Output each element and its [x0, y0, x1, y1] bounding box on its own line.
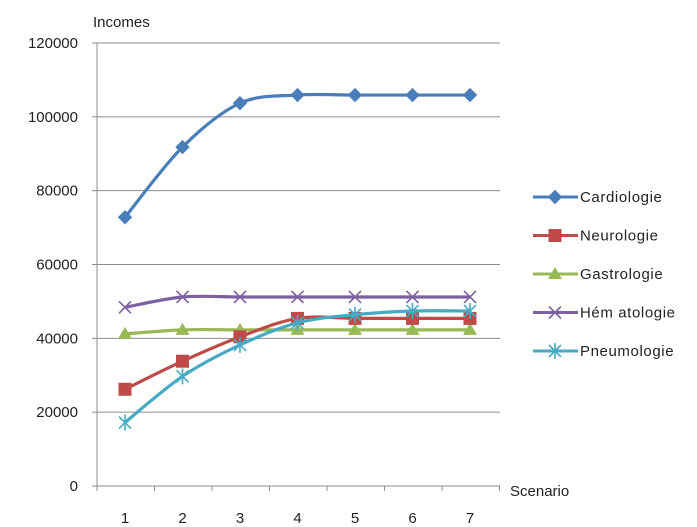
legend-label: Pneumologie: [580, 343, 674, 360]
series-pneumologie: [118, 303, 477, 431]
data-point: [118, 414, 132, 431]
x-tick-label: 5: [351, 510, 359, 527]
x-axis-label: Scenario: [510, 483, 569, 500]
series-lines: [117, 87, 478, 431]
y-tick-label: 80000: [36, 183, 78, 200]
data-point: [290, 314, 305, 331]
x-tick-label: 4: [293, 510, 301, 527]
data-point: [232, 95, 248, 111]
y-tick-label: 60000: [36, 257, 78, 274]
data-point: [175, 322, 190, 335]
legend-item-cardiologie: Cardiologie: [533, 189, 662, 206]
data-point: [175, 368, 190, 385]
legend-item-h-m-atologie: Hém atologie: [533, 305, 676, 322]
y-tick-label: 20000: [36, 404, 78, 421]
data-point: [117, 210, 133, 225]
legend-item-gastrologie: Gastrologie: [533, 266, 663, 283]
legend-label: Hém atologie: [580, 305, 676, 322]
legend-marker: [548, 229, 562, 242]
data-point: [233, 290, 247, 304]
legend-label: Cardiologie: [580, 189, 662, 206]
x-tick-label: 7: [466, 510, 474, 527]
data-point: [405, 87, 420, 103]
data-point: [405, 322, 420, 335]
data-point: [175, 139, 190, 155]
data-point: [118, 300, 132, 314]
x-tick-label: 1: [121, 510, 129, 527]
data-point: [463, 303, 477, 320]
series-line: [123, 92, 470, 219]
data-point: [176, 354, 189, 368]
legend-marker: [548, 343, 562, 359]
data-point: [233, 336, 247, 353]
x-axis-ticks: 1 2 3 4 5 6 7: [96, 486, 500, 527]
x-tick-label: 2: [178, 510, 186, 527]
x-tick-label: 6: [408, 510, 416, 527]
data-point: [463, 322, 477, 335]
legend-item-neurologie: Neurologie: [533, 228, 659, 245]
gridlines: [97, 42, 500, 413]
legend-marker: [547, 189, 563, 205]
y-tick-label: 100000: [28, 109, 78, 126]
data-point: [463, 290, 477, 304]
legend-marker: [548, 267, 562, 279]
data-point: [462, 87, 478, 103]
x-tick-label: 3: [236, 510, 244, 527]
legend: Cardiologie Neurologie Gastrologie Hém atol…: [533, 189, 676, 360]
legend-marker: [548, 305, 562, 320]
series-h-m-atologie: [118, 290, 477, 314]
data-point: [233, 330, 247, 344]
series-cardiologie: [117, 87, 478, 225]
y-axis-ticks: 0 20000 40000 60000 80000 100000 120000: [28, 35, 97, 495]
data-point: [175, 290, 190, 304]
y-tick-label: 40000: [36, 330, 78, 347]
data-point: [348, 322, 362, 335]
legend-label: Neurologie: [580, 228, 659, 245]
data-point: [118, 326, 132, 339]
data-point: [405, 303, 420, 320]
data-point: [405, 290, 420, 304]
legend-label: Gastrologie: [580, 266, 663, 283]
y-tick-label: 120000: [28, 35, 78, 52]
y-tick-label: 0: [70, 478, 78, 495]
legend-item-pneumologie: Pneumologie: [533, 343, 674, 360]
data-point: [290, 87, 305, 103]
data-point: [348, 306, 362, 323]
y-axis-label: Incomes: [93, 14, 150, 31]
data-point: [290, 290, 305, 304]
data-point: [118, 382, 132, 396]
data-point: [347, 87, 363, 103]
data-point: [348, 290, 362, 304]
